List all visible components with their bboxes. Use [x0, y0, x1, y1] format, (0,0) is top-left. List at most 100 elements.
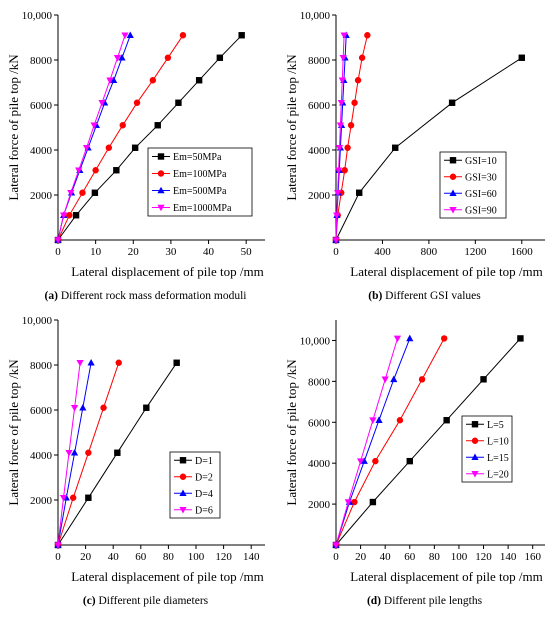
series-line: [335, 338, 398, 546]
chart-panel-d: 0 20 40 60 80 100 120 140 160 2000 4000 6000 8000 10,…: [284, 320, 545, 607]
x-tick-label: 140: [243, 551, 260, 563]
caption-label: (c): [83, 595, 96, 607]
y-axis-label: Lateral force of pile top /kN: [284, 54, 299, 201]
legend-marker: [179, 489, 187, 497]
x-tick-label: 20: [80, 551, 92, 563]
data-point: [334, 189, 342, 197]
data-point: [341, 167, 348, 174]
data-point: [143, 404, 150, 411]
caption-text: Different pile lengths: [381, 595, 483, 607]
data-point: [79, 189, 86, 196]
legend-label: D=2: [195, 472, 213, 483]
data-point: [70, 448, 79, 456]
data-point: [72, 212, 80, 219]
y-tick-label: 2000: [30, 495, 53, 507]
x-tick-label: 50: [241, 246, 253, 258]
data-point: [91, 189, 99, 196]
data-point: [54, 542, 62, 549]
y-axis-label: Lateral force of pile top /kN: [284, 359, 299, 506]
chart-panel-b: 0 400 800 1200 1600 2000 4000 6000 8000 10,000 Lat…: [284, 10, 545, 302]
data-point: [338, 77, 346, 85]
data-point: [358, 54, 366, 61]
data-point: [154, 122, 161, 129]
axes-frame: [335, 320, 545, 546]
data-point: [396, 417, 404, 424]
x-tick-label: 40: [203, 246, 215, 258]
y-tick-label: 2000: [308, 190, 331, 202]
data-point: [115, 359, 122, 366]
data-point: [381, 376, 389, 384]
series-line: [57, 35, 184, 241]
data-point: [175, 99, 182, 106]
data-point: [85, 494, 92, 501]
data-point: [480, 376, 487, 383]
x-tick-label: 1600: [511, 246, 534, 258]
data-point: [360, 457, 368, 464]
data-point: [79, 403, 87, 411]
data-point: [179, 32, 187, 39]
y-tick-label: 10,000: [22, 315, 53, 327]
data-point: [344, 144, 351, 151]
x-tick-label: 800: [421, 246, 438, 258]
data-point: [131, 144, 139, 151]
legend-marker: [449, 189, 457, 197]
legend-label: Em=100MPa: [173, 169, 227, 180]
x-tick-label: 20: [355, 551, 367, 563]
x-tick-label: 60: [404, 551, 416, 563]
data-point: [356, 458, 365, 465]
data-point: [369, 417, 377, 425]
legend-marker: [471, 470, 479, 478]
x-tick-label: 400: [374, 246, 391, 258]
chart-panel-a: 0 10 20 30 40 50 2000 4000 6000 8000 10,000 Lateral…: [6, 10, 265, 302]
legend-marker: [157, 153, 165, 160]
data-point: [133, 99, 141, 106]
data-point: [351, 498, 358, 506]
x-tick-label: 30: [165, 246, 177, 258]
data-point: [67, 189, 75, 197]
legend-label: GSI=60: [465, 189, 497, 200]
series-line: [335, 35, 347, 241]
data-point: [440, 335, 448, 342]
data-point: [339, 54, 347, 62]
panel-caption: (a) Different rock mass deformation modu…: [45, 290, 247, 302]
x-tick-label: 120: [475, 551, 492, 563]
y-tick-label: 8000: [30, 360, 53, 372]
x-axis-label: Lateral displacement of pile top /mm: [350, 264, 542, 279]
series-line: [335, 35, 345, 241]
data-point: [100, 404, 107, 411]
series-line: [335, 338, 521, 546]
legend-marker: [471, 437, 479, 444]
data-point: [126, 31, 134, 39]
legend-label: GSI=90: [465, 205, 497, 216]
legend-marker: [471, 421, 479, 428]
data-point: [354, 77, 362, 84]
panel-caption: (d) Different pile lengths: [367, 595, 483, 607]
y-tick-label: 6000: [308, 417, 331, 429]
caption-text: Different GSI values: [382, 290, 481, 302]
legend-marker: [157, 204, 165, 212]
x-axis-label: Lateral displacement of pile top /mm: [71, 264, 263, 279]
panel-caption: (b) Different GSI values: [368, 290, 481, 302]
data-point: [333, 212, 341, 220]
data-point: [406, 334, 414, 342]
legend-marker: [449, 206, 457, 214]
data-point: [334, 167, 343, 175]
legend-label: GSI=10: [465, 156, 497, 167]
x-tick-label: 40: [380, 551, 392, 563]
legend-label: L=10: [487, 436, 509, 447]
x-tick-label: 160: [524, 551, 541, 563]
x-tick-label: 20: [128, 246, 140, 258]
data-point: [118, 53, 126, 61]
x-tick-label: 0: [55, 246, 61, 258]
y-tick-label: 6000: [308, 100, 331, 112]
data-point: [173, 359, 180, 366]
x-tick-label: 100: [451, 551, 468, 563]
x-tick-label: 0: [333, 246, 339, 258]
series-line: [57, 35, 126, 241]
data-point: [332, 237, 340, 244]
x-tick-label: 100: [188, 551, 205, 563]
data-point: [356, 189, 363, 196]
legend-marker: [471, 453, 479, 461]
